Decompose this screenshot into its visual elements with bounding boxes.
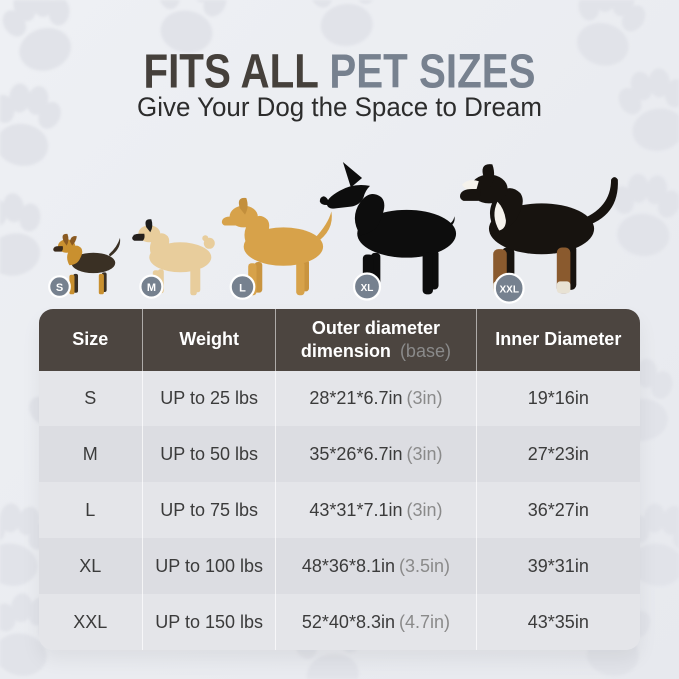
svg-text:XXL: XXL	[499, 285, 518, 296]
svg-text:XL: XL	[361, 283, 374, 294]
svg-text:L: L	[239, 282, 246, 294]
svg-text:S: S	[56, 282, 63, 294]
svg-text:M: M	[147, 282, 156, 294]
